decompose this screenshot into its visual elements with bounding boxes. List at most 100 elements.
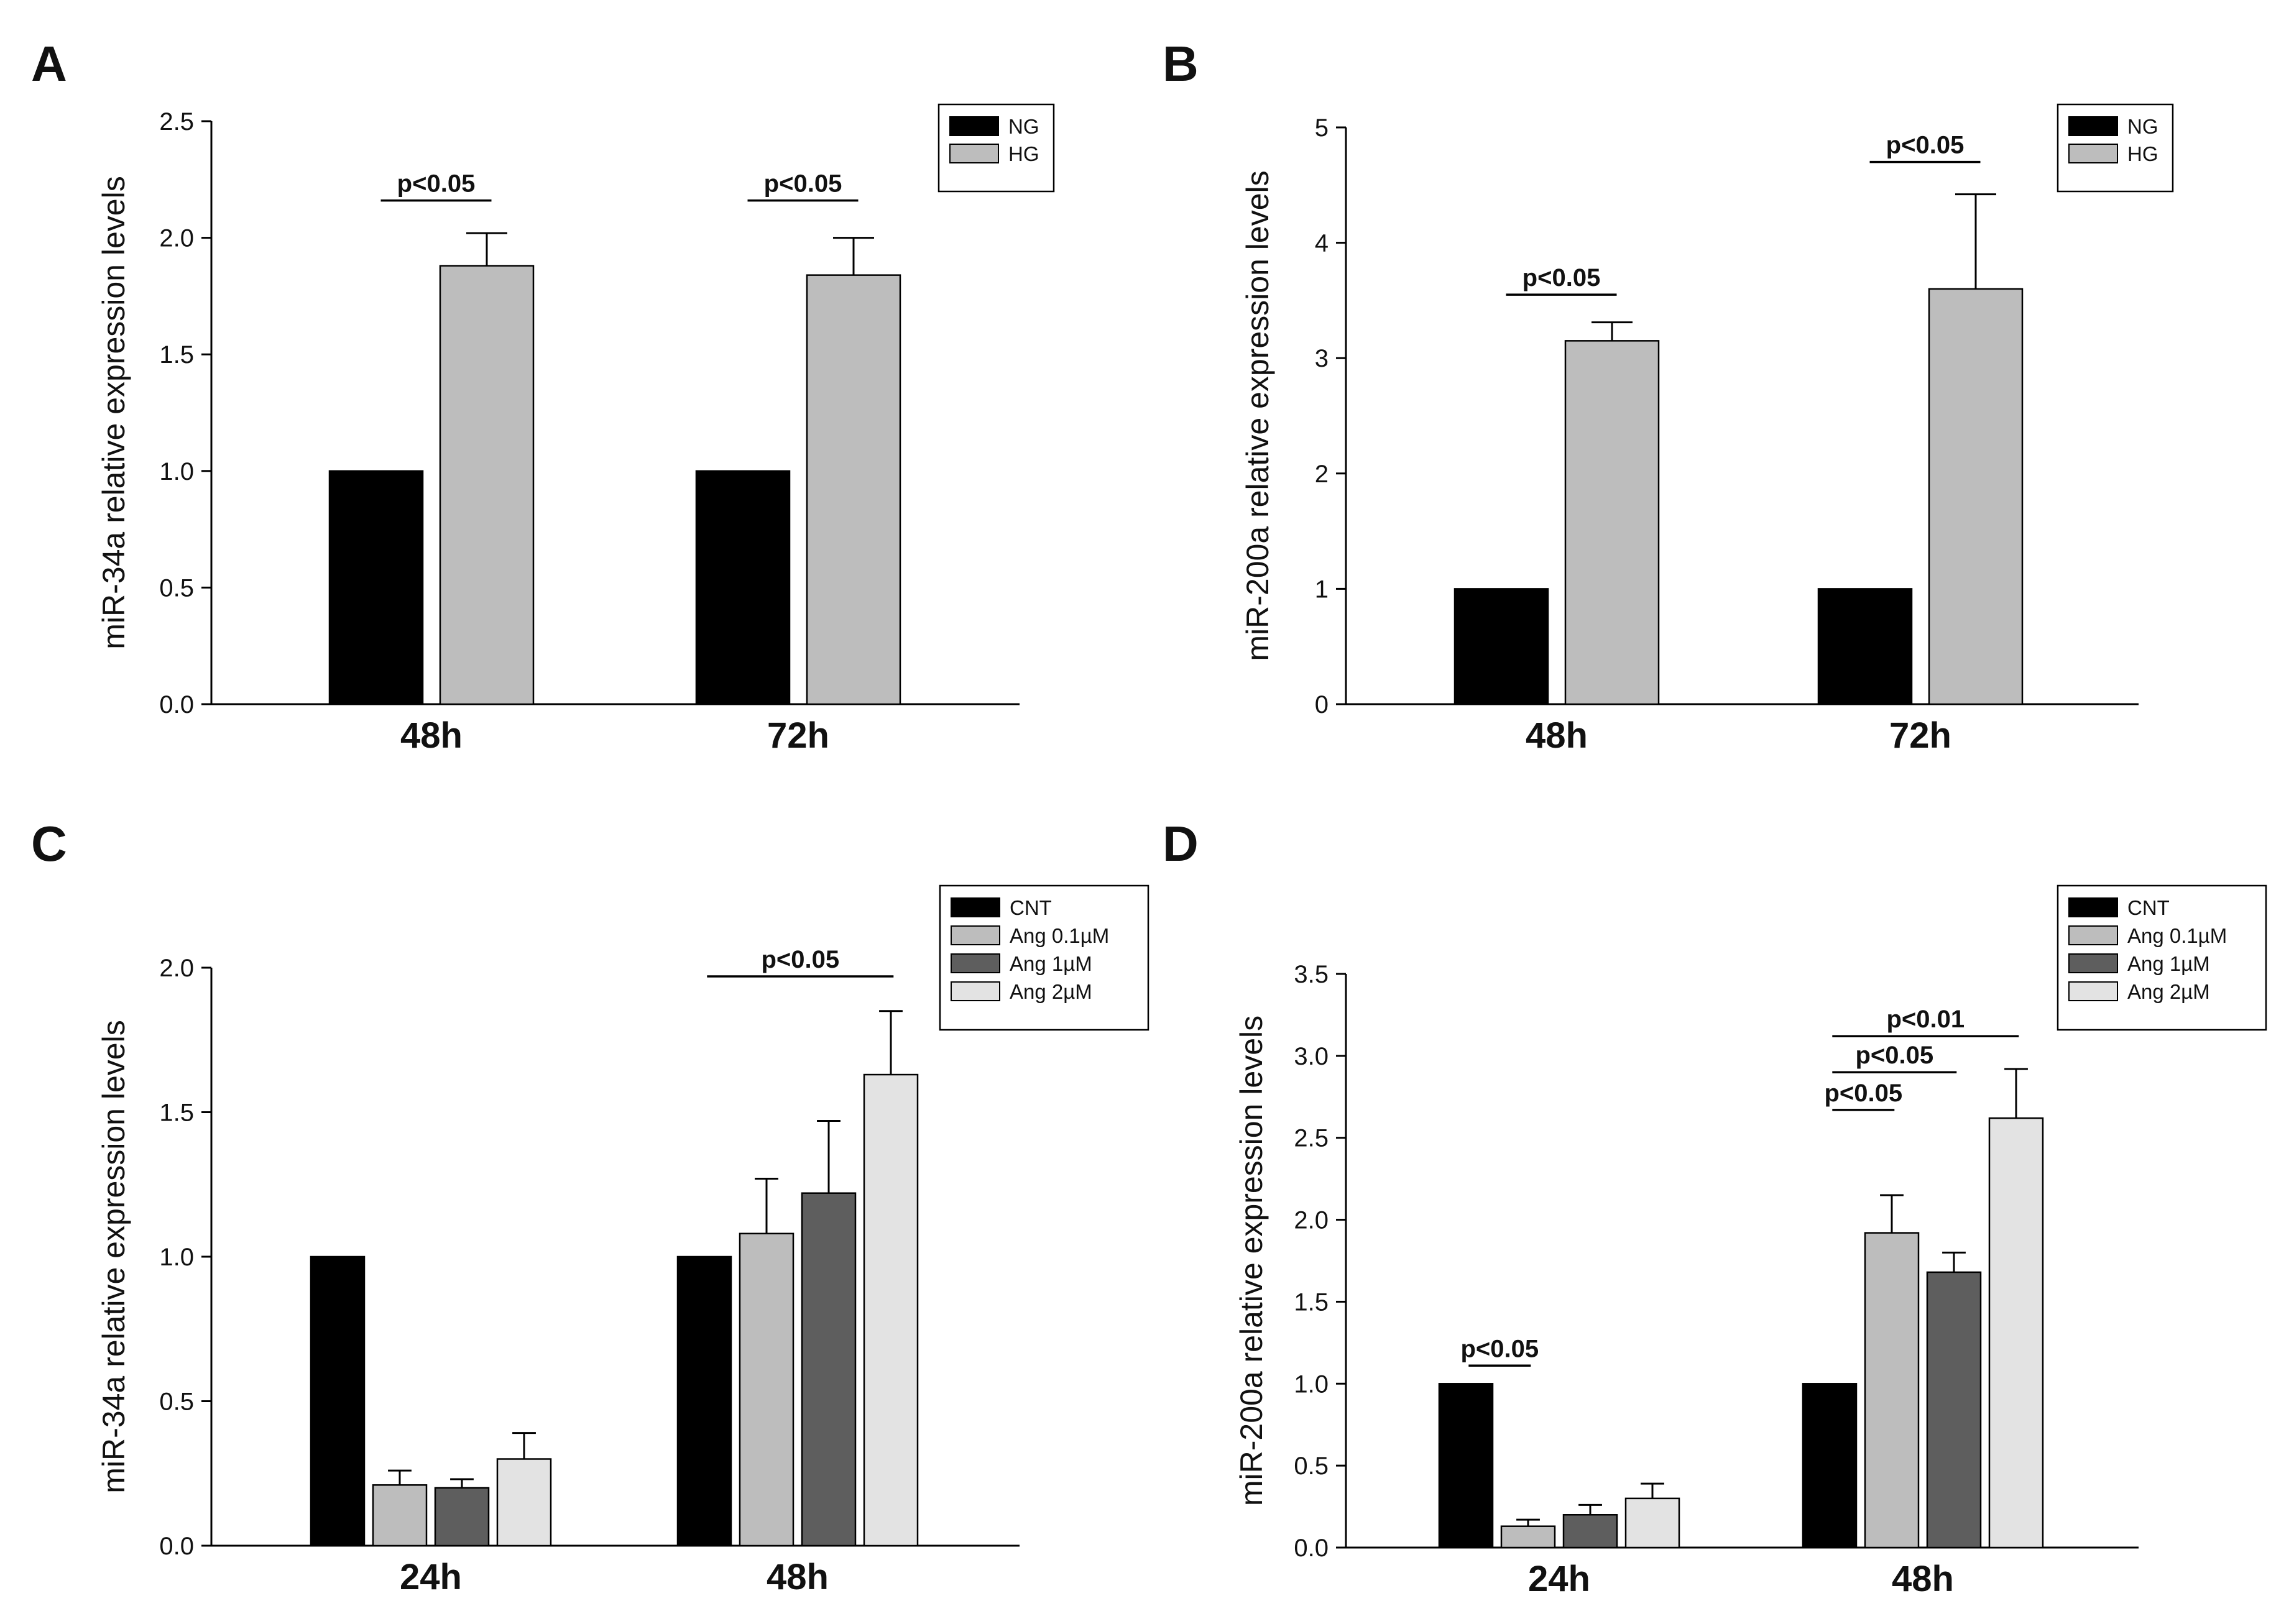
x-tick-label: 24h xyxy=(400,1557,462,1597)
legend: NG HG xyxy=(937,103,1055,193)
bar xyxy=(1926,1271,1982,1549)
p-value-label: p<0.05 xyxy=(1855,1042,1933,1069)
x-tick-label: 48h xyxy=(767,1557,829,1597)
panel-letter: C xyxy=(31,816,67,871)
x-tick-label: 72h xyxy=(1889,715,1951,756)
bar xyxy=(801,1192,857,1547)
bar xyxy=(1562,1514,1618,1549)
x-tick-label: 72h xyxy=(767,715,829,756)
p-value-label: p<0.05 xyxy=(1460,1335,1539,1362)
y-axis-label: miR-200a relative expression levels xyxy=(1240,170,1275,661)
legend-label: NG xyxy=(1008,115,1039,138)
bar xyxy=(310,1255,366,1547)
y-tick-label: 0.5 xyxy=(1294,1452,1329,1480)
legend-swatch xyxy=(2068,897,2118,917)
y-tick-label: 0.5 xyxy=(159,574,194,602)
legend-label: CNT xyxy=(2127,896,2170,919)
y-tick-label: 0.0 xyxy=(1294,1535,1329,1562)
bar xyxy=(1453,588,1549,705)
y-tick-label: 1.5 xyxy=(159,341,194,369)
bar xyxy=(806,274,901,705)
y-axis-label: miR-34a relative expression levels xyxy=(96,1020,131,1493)
legend-label: Ang 0.1µM xyxy=(1010,924,1109,947)
bar xyxy=(1802,1383,1858,1549)
p-value-label: p<0.05 xyxy=(1522,264,1601,291)
bar xyxy=(1864,1232,1920,1549)
x-tick-label: 24h xyxy=(1528,1559,1590,1599)
y-tick-label: 0.0 xyxy=(159,1533,194,1560)
y-tick-label: 1.0 xyxy=(1294,1370,1329,1398)
legend-swatch xyxy=(2068,116,2118,136)
legend-swatch xyxy=(951,981,1000,1001)
y-tick-label: 1.5 xyxy=(1294,1288,1329,1316)
y-tick-label: 5 xyxy=(1315,114,1329,142)
panel-letter: D xyxy=(1163,816,1199,871)
legend-swatch xyxy=(2068,925,2118,945)
bar xyxy=(1817,588,1913,705)
legend-swatch xyxy=(949,144,999,163)
y-axis-label: miR-34a relative expression levels xyxy=(96,176,131,649)
bar xyxy=(1624,1497,1680,1549)
y-tick-label: 2.0 xyxy=(1294,1207,1329,1234)
y-tick-label: 0.0 xyxy=(159,691,194,718)
legend-label: Ang 0.1µM xyxy=(2127,924,2227,947)
bar xyxy=(739,1232,795,1547)
bar xyxy=(372,1484,428,1547)
y-tick-label: 1.5 xyxy=(159,1099,194,1127)
bar xyxy=(1500,1525,1556,1549)
p-value-label: p<0.05 xyxy=(1886,132,1965,159)
bar xyxy=(695,470,791,705)
bar xyxy=(1564,340,1660,705)
legend-label: Ang 1µM xyxy=(1010,952,1092,975)
p-value-label: p<0.01 xyxy=(1886,1006,1965,1033)
y-tick-label: 1.0 xyxy=(159,458,194,485)
p-value-label: p<0.05 xyxy=(397,170,476,198)
legend-label: HG xyxy=(1008,142,1039,165)
panel-letter: B xyxy=(1163,36,1199,91)
p-value-label: p<0.05 xyxy=(1824,1080,1902,1107)
p-value-label: p<0.05 xyxy=(764,170,842,198)
y-tick-label: 2.0 xyxy=(159,225,194,252)
y-tick-label: 4 xyxy=(1315,230,1329,257)
legend-swatch xyxy=(949,116,999,136)
legend-swatch xyxy=(951,925,1000,945)
panel-letter: A xyxy=(31,36,67,91)
legend-label: CNT xyxy=(1010,896,1052,919)
y-tick-label: 2.5 xyxy=(1294,1125,1329,1152)
legend-label: HG xyxy=(2127,142,2158,165)
legend-swatch xyxy=(2068,953,2118,973)
legend-swatch xyxy=(951,897,1000,917)
bar xyxy=(434,1487,490,1547)
legend-label: Ang 2µM xyxy=(1010,980,1092,1003)
x-tick-label: 48h xyxy=(1526,715,1588,756)
legend-swatch xyxy=(2068,981,2118,1001)
x-tick-label: 48h xyxy=(1892,1559,1954,1599)
y-tick-label: 2.5 xyxy=(159,108,194,135)
legend-swatch xyxy=(2068,144,2118,163)
y-tick-label: 3.5 xyxy=(1294,961,1329,988)
y-tick-label: 0 xyxy=(1315,691,1329,718)
y-tick-label: 2 xyxy=(1315,461,1329,488)
legend: CNT Ang 0.1µM Ang 1µM Ang 2µM xyxy=(2057,884,2267,1031)
y-tick-label: 3.0 xyxy=(1294,1043,1329,1070)
bar xyxy=(676,1255,732,1547)
legend-swatch xyxy=(951,953,1000,973)
p-value-label: p<0.05 xyxy=(761,946,839,973)
y-tick-label: 0.5 xyxy=(159,1388,194,1416)
y-tick-label: 3 xyxy=(1315,345,1329,372)
bar xyxy=(863,1073,919,1547)
bar xyxy=(439,265,535,705)
y-tick-label: 1.0 xyxy=(159,1244,194,1271)
y-tick-label: 1 xyxy=(1315,576,1329,603)
legend: CNT Ang 0.1µM Ang 1µM Ang 2µM xyxy=(939,884,1149,1031)
bar xyxy=(328,470,424,705)
bar xyxy=(1438,1383,1494,1549)
bar xyxy=(1988,1117,2044,1549)
x-tick-label: 48h xyxy=(400,715,463,756)
bar xyxy=(496,1458,552,1547)
y-tick-label: 2.0 xyxy=(159,955,194,982)
